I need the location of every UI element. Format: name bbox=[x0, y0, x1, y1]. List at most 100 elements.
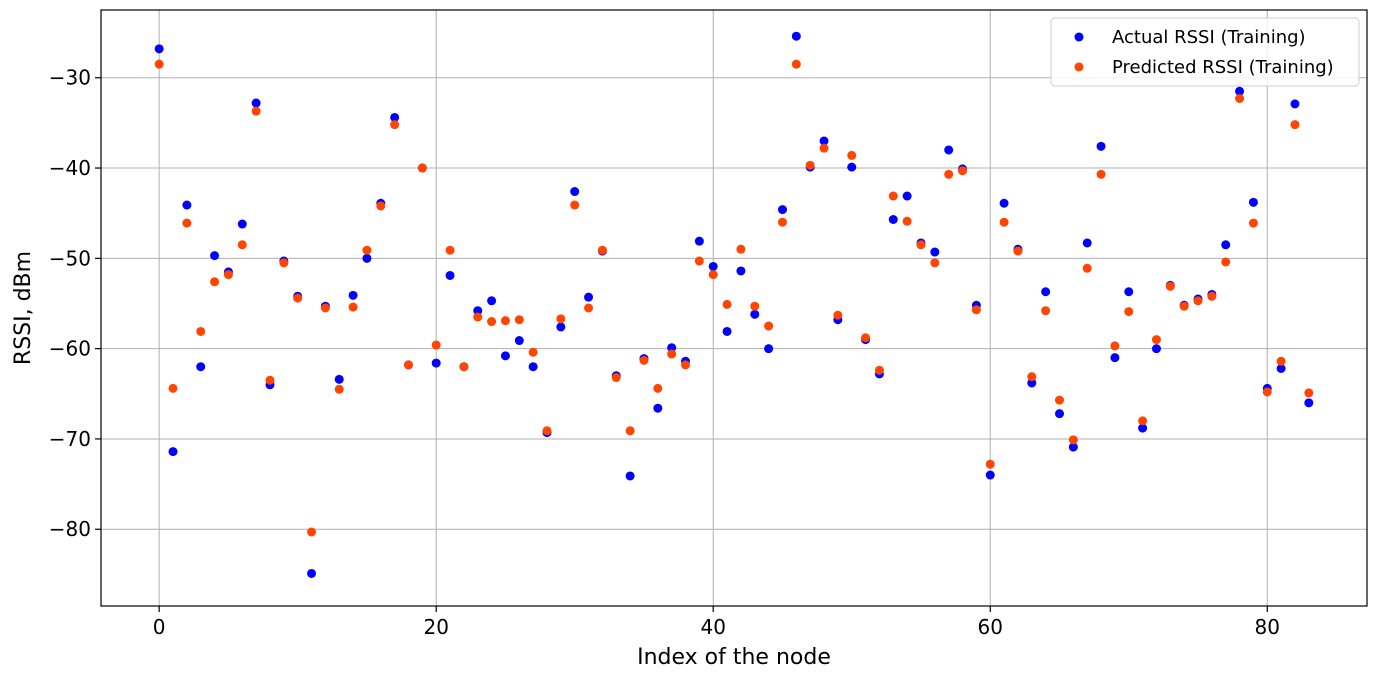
point-predicted bbox=[861, 333, 871, 343]
point-predicted bbox=[1096, 169, 1106, 179]
point-actual bbox=[570, 187, 580, 197]
point-actual bbox=[154, 44, 164, 54]
point-predicted bbox=[639, 355, 649, 365]
point-actual bbox=[667, 343, 677, 353]
point-predicted bbox=[999, 217, 1009, 227]
point-predicted bbox=[681, 360, 691, 370]
x-tick-label: 40 bbox=[700, 615, 725, 639]
point-predicted bbox=[168, 383, 178, 393]
point-actual bbox=[1096, 141, 1106, 151]
point-predicted bbox=[154, 59, 164, 69]
point-actual bbox=[362, 253, 372, 263]
y-axis-label: RSSI, dBm bbox=[11, 251, 36, 365]
point-actual bbox=[1041, 287, 1051, 297]
point-predicted bbox=[210, 277, 220, 287]
point-predicted bbox=[1138, 416, 1148, 426]
point-actual bbox=[736, 266, 746, 276]
point-predicted bbox=[279, 258, 289, 268]
point-actual bbox=[791, 31, 801, 41]
legend-label-actual: Actual RSSI (Training) bbox=[1112, 27, 1306, 48]
point-predicted bbox=[1262, 387, 1272, 397]
point-predicted bbox=[985, 459, 995, 469]
point-actual bbox=[514, 336, 524, 346]
point-actual bbox=[1235, 86, 1245, 96]
point-actual bbox=[251, 98, 261, 108]
point-predicted bbox=[833, 310, 843, 320]
point-actual bbox=[1082, 238, 1092, 248]
point-actual bbox=[819, 136, 829, 146]
point-predicted bbox=[805, 160, 815, 170]
point-predicted bbox=[362, 245, 372, 255]
point-actual bbox=[584, 292, 594, 302]
point-predicted bbox=[916, 240, 926, 250]
point-predicted bbox=[1276, 356, 1286, 366]
point-predicted bbox=[265, 375, 275, 385]
point-actual bbox=[985, 470, 995, 480]
point-predicted bbox=[764, 321, 774, 331]
point-actual bbox=[1068, 442, 1078, 452]
point-actual bbox=[473, 306, 483, 316]
point-actual bbox=[764, 344, 774, 354]
legend-box bbox=[1050, 17, 1360, 87]
point-predicted bbox=[708, 270, 718, 280]
point-predicted bbox=[487, 317, 497, 327]
point-actual bbox=[196, 362, 206, 372]
point-predicted bbox=[403, 360, 413, 370]
point-actual bbox=[445, 270, 455, 280]
point-predicted bbox=[1027, 372, 1037, 382]
axis-ticks: 0 20 40 60 80 −80 −70 −60 −50 −40 −30 bbox=[49, 66, 1280, 639]
point-predicted bbox=[1248, 218, 1258, 228]
point-predicted bbox=[390, 120, 400, 130]
point-predicted bbox=[1165, 281, 1175, 291]
point-actual bbox=[1248, 197, 1258, 207]
point-predicted bbox=[237, 240, 247, 250]
point-predicted bbox=[307, 527, 317, 537]
point-predicted bbox=[556, 314, 566, 324]
point-actual bbox=[556, 322, 566, 332]
point-predicted bbox=[500, 316, 510, 326]
point-actual bbox=[390, 112, 400, 122]
y-tick-label: −70 bbox=[49, 427, 91, 451]
point-predicted bbox=[930, 258, 940, 268]
legend-marker-actual bbox=[1074, 32, 1084, 42]
point-actual bbox=[1276, 364, 1286, 374]
y-tick-label: −40 bbox=[49, 156, 91, 180]
point-predicted bbox=[625, 426, 635, 436]
point-predicted bbox=[597, 245, 607, 255]
point-actual bbox=[999, 198, 1009, 208]
point-predicted bbox=[874, 365, 884, 375]
point-actual bbox=[210, 251, 220, 261]
point-predicted bbox=[750, 301, 760, 311]
point-actual bbox=[708, 261, 718, 271]
legend: Actual RSSI (Training) Predicted RSSI (T… bbox=[1050, 17, 1360, 87]
point-predicted bbox=[944, 169, 954, 179]
point-actual bbox=[348, 290, 358, 300]
point-predicted bbox=[1290, 120, 1300, 130]
point-predicted bbox=[528, 347, 538, 357]
point-predicted bbox=[459, 362, 469, 372]
point-predicted bbox=[1221, 257, 1231, 267]
point-actual bbox=[237, 219, 247, 229]
point-predicted bbox=[1207, 291, 1217, 301]
point-predicted bbox=[431, 340, 441, 350]
point-predicted bbox=[1179, 301, 1189, 311]
point-predicted bbox=[570, 200, 580, 210]
point-actual bbox=[750, 309, 760, 319]
point-predicted bbox=[1041, 306, 1051, 316]
point-actual bbox=[431, 358, 441, 368]
point-predicted bbox=[736, 244, 746, 254]
point-actual bbox=[500, 351, 510, 361]
point-actual bbox=[334, 374, 344, 384]
point-predicted bbox=[694, 256, 704, 266]
point-actual bbox=[722, 326, 732, 336]
point-predicted bbox=[1151, 335, 1161, 345]
point-predicted bbox=[376, 201, 386, 211]
point-predicted bbox=[888, 191, 898, 201]
point-actual bbox=[1027, 378, 1037, 388]
point-predicted bbox=[847, 150, 857, 160]
x-tick-label: 60 bbox=[978, 615, 1003, 639]
point-actual bbox=[777, 205, 787, 215]
point-actual bbox=[1151, 344, 1161, 354]
point-predicted bbox=[653, 383, 663, 393]
